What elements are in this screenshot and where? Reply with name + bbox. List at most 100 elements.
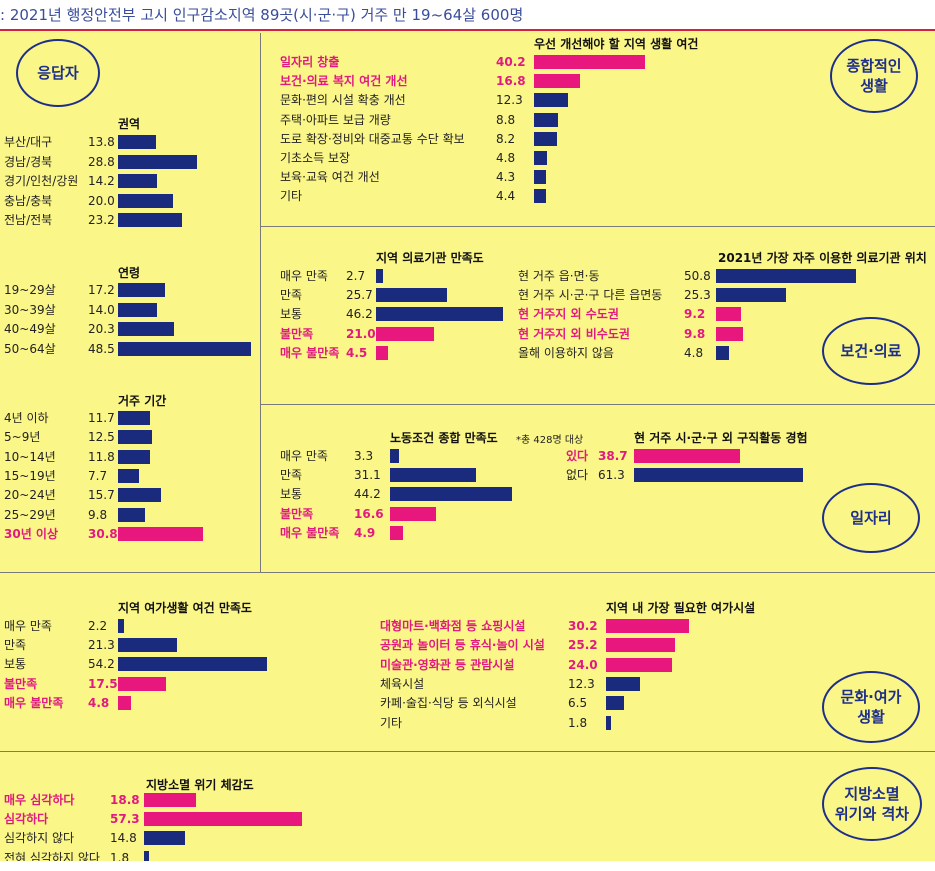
- bar-value: 20.3: [88, 322, 115, 336]
- chart-note-work-sat: *총 428명 대상: [516, 435, 584, 446]
- bar-value: 13.8: [88, 135, 115, 149]
- bar-label: 없다: [566, 468, 589, 482]
- bar: [376, 269, 383, 283]
- bar-value: 14.2: [88, 174, 115, 188]
- chart-title-residence: 거주 기간: [118, 394, 167, 408]
- bar-value: 4.4: [496, 189, 516, 203]
- section-divider-2: [260, 404, 935, 405]
- bar: [118, 450, 150, 464]
- bar-label: 10~14년: [4, 450, 56, 464]
- bar: [118, 469, 139, 483]
- bar-value: 2.7: [346, 269, 366, 283]
- bar-label: 전남/전북: [4, 213, 53, 227]
- bar-label: 매우 불만족: [4, 696, 64, 710]
- bar-value: 9.2: [684, 307, 706, 321]
- bar-label: 불만족: [4, 677, 38, 691]
- bar-value: 54.2: [88, 657, 115, 671]
- header-rule: [0, 29, 935, 31]
- bar-value: 17.2: [88, 283, 115, 297]
- bar-label: 보육·교육 여건 개선: [280, 170, 380, 184]
- bar-value: 48.5: [88, 342, 115, 356]
- bar: [534, 170, 546, 184]
- bar-label: 불만족: [280, 327, 314, 341]
- bar-label: 보통: [280, 307, 303, 321]
- bar-value: 3.3: [354, 449, 374, 463]
- bar-value: 6.5: [568, 696, 588, 710]
- bar-value: 23.2: [88, 213, 115, 227]
- bar-value: 7.7: [88, 469, 108, 483]
- bar-label: 매우 만족: [4, 619, 52, 633]
- bar-value: 11.8: [88, 450, 115, 464]
- bar-value: 1.8: [568, 716, 588, 730]
- bar: [534, 93, 568, 107]
- oval-respondent: 응답자: [16, 39, 100, 107]
- bar: [118, 322, 174, 336]
- chart-title-region: 권역: [118, 117, 141, 131]
- bar-label: 체육시설: [380, 677, 425, 691]
- bar: [118, 508, 145, 522]
- bar-value: 4.5: [346, 346, 368, 360]
- bar: [118, 696, 131, 710]
- bar-label: 부산/대구: [4, 135, 53, 149]
- bar: [118, 342, 251, 356]
- bar-label: 40~49살: [4, 322, 56, 336]
- bar: [606, 716, 611, 730]
- bar-value: 9.8: [684, 327, 706, 341]
- bar-label: 보통: [4, 657, 27, 671]
- bar: [118, 155, 197, 169]
- bar-label: 올해 이용하지 않음: [518, 346, 614, 360]
- bar-label: 만족: [280, 288, 303, 302]
- bar: [534, 55, 645, 69]
- bar: [118, 619, 124, 633]
- bar-label: 도로 확장·정비와 대중교통 수단 확보: [280, 132, 465, 146]
- oval-decline: 지방소멸 위기와 격차: [822, 767, 922, 841]
- bar: [376, 307, 503, 321]
- bar-label: 카페·술집·식당 등 외식시설: [380, 696, 517, 710]
- bar-value: 12.3: [496, 93, 523, 107]
- chart-title-age: 연령: [118, 266, 141, 280]
- section-divider-1: [260, 226, 935, 227]
- bar: [118, 527, 203, 541]
- bar-value: 25.3: [684, 288, 711, 302]
- bar-value: 14.0: [88, 303, 115, 317]
- bar-label: 50~64살: [4, 342, 56, 356]
- bar-value: 30.8: [88, 527, 118, 541]
- bar-value: 20.0: [88, 194, 115, 208]
- bar-value: 46.2: [346, 307, 373, 321]
- bar-label: 불만족: [280, 507, 314, 521]
- bar-label: 있다: [566, 449, 589, 463]
- bar: [390, 449, 399, 463]
- bar-value: 16.8: [496, 74, 526, 88]
- column-divider: [260, 33, 261, 572]
- bar: [118, 283, 165, 297]
- bar-value: 4.3: [496, 170, 516, 184]
- bar-value: 28.8: [88, 155, 115, 169]
- bar: [376, 346, 388, 360]
- bar-value: 17.5: [88, 677, 118, 691]
- bar-label: 현 거주지 외 수도권: [518, 307, 619, 321]
- bar: [716, 269, 856, 283]
- infographic-board: 응답자 종합적인 생활 보건·의료 일자리 문화·여가 생활 지방소멸 위기와 …: [0, 31, 935, 865]
- chart-title-leisure-sat: 지역 여가생활 여건 만족도: [118, 601, 252, 615]
- bar-label: 4년 이하: [4, 411, 49, 425]
- section-divider-3: [0, 572, 935, 573]
- bar-label: 현 거주 시·군·구 다른 읍면동: [518, 288, 663, 302]
- bar-value: 8.2: [496, 132, 516, 146]
- bar: [606, 677, 640, 691]
- bar-value: 18.8: [110, 793, 140, 807]
- bar-value: 61.3: [598, 468, 625, 482]
- oval-overall-life: 종합적인 생활: [830, 39, 918, 113]
- bar-label: 30~39살: [4, 303, 56, 317]
- bar: [716, 288, 786, 302]
- bar: [716, 346, 729, 360]
- bar-value: 11.7: [88, 411, 115, 425]
- bar-value: 44.2: [354, 487, 381, 501]
- bar: [144, 831, 185, 845]
- bar-label: 기타: [380, 716, 403, 730]
- bar: [376, 327, 434, 341]
- bar: [118, 135, 156, 149]
- bar-value: 24.0: [568, 658, 598, 672]
- bar-value: 2.2: [88, 619, 108, 633]
- bar-value: 12.3: [568, 677, 595, 691]
- bar-value: 21.3: [88, 638, 115, 652]
